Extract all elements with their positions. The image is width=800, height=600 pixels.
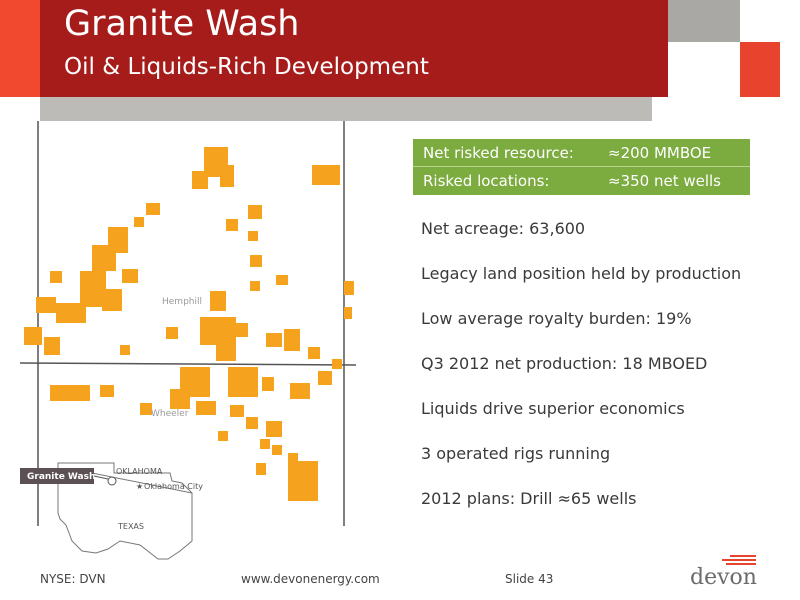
- header-accent-left: [0, 0, 40, 97]
- county-label-wheeler: Wheeler: [151, 409, 189, 419]
- stats-box: Net risked resource: ≈200 MMBOE Risked l…: [413, 139, 750, 195]
- acreage-map: Hemphill Wheeler Granite Wash OKLAHOMA ★…: [20, 121, 356, 560]
- bullet-item: Legacy land position held by production: [421, 264, 742, 283]
- footer-ticker: NYSE: DVN: [40, 572, 106, 586]
- header-shadow-bar: [40, 97, 652, 121]
- inset-tag-granite-wash: Granite Wash: [27, 472, 95, 482]
- county-label-hemphill: Hemphill: [162, 297, 202, 307]
- devon-logo: devon: [690, 555, 760, 590]
- footer-slide-number: Slide 43: [505, 572, 554, 586]
- header-accent-red: [740, 42, 780, 97]
- inset-tag-bg: [20, 468, 94, 484]
- stats-row-label: Net risked resource:: [423, 144, 574, 162]
- bullet-item: 2012 plans: Drill ≈65 wells: [421, 489, 637, 508]
- stats-row-value: ≈350 net wells: [608, 172, 721, 190]
- acreage-blocks: [24, 147, 354, 501]
- header-accent-gray: [668, 0, 740, 42]
- bullet-item: Liquids drive superior economics: [421, 399, 685, 418]
- bullet-item: Low average royalty burden: 19%: [421, 309, 692, 328]
- granite-wash-marker-icon: [107, 476, 117, 486]
- devon-logo-stripes-icon: [722, 555, 756, 565]
- stats-row-label: Risked locations:: [423, 172, 550, 190]
- county-line-horizontal: [20, 362, 356, 366]
- slide-title: Granite Wash: [64, 4, 300, 44]
- slide-subtitle: Oil & Liquids-Rich Development: [64, 54, 429, 80]
- stats-divider: [413, 166, 750, 167]
- footer-website: www.devonenergy.com: [241, 572, 380, 586]
- city-star-icon: ★: [136, 482, 143, 491]
- stats-row: Net risked resource: ≈200 MMBOE: [413, 139, 750, 167]
- bullet-item: Q3 2012 net production: 18 MBOED: [421, 354, 708, 373]
- inset-label-oklahoma: OKLAHOMA: [116, 467, 163, 476]
- inset-label-city: Oklahoma City: [144, 482, 203, 491]
- bullet-item: Net acreage: 63,600: [421, 219, 586, 238]
- bullet-item: 3 operated rigs running: [421, 444, 611, 463]
- stats-row-value: ≈200 MMBOE: [608, 144, 712, 162]
- inset-label-texas: TEXAS: [117, 522, 144, 531]
- header-banner: [40, 0, 668, 97]
- stats-row: Risked locations: ≈350 net wells: [413, 167, 750, 195]
- devon-logo-text: devon: [690, 565, 757, 590]
- state-inset-map: Granite Wash OKLAHOMA ★ Oklahoma City TE…: [20, 462, 203, 560]
